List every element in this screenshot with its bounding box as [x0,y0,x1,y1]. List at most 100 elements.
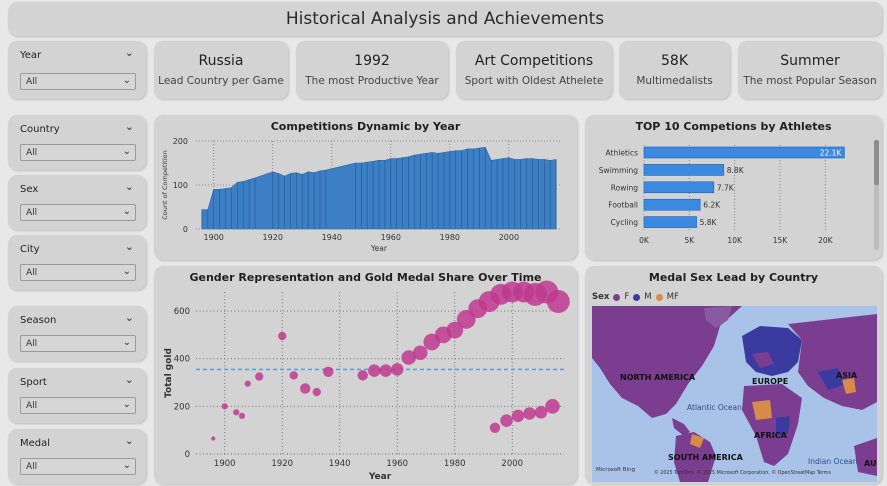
map-attribution[interactable]: © 2025 TomTom, © 2025 Microsoft Corporat… [654,469,831,476]
land-africa-m [776,416,790,436]
slicer-dropdown[interactable]: All ⌄ [20,335,136,352]
category-label: Football [608,201,638,210]
kpi-label: Multimedalists [636,75,713,87]
data-label: 6.2K [703,201,721,210]
bubble[interactable] [357,370,368,381]
map-label-europe: EUROPE [752,377,788,386]
kpi-value: 58K [661,53,688,69]
kpi-value: Summer [780,53,840,69]
land-sa-mf [690,434,704,448]
x-tick-label: 1900 [214,459,236,469]
y-tick-label: 600 [174,307,190,317]
bubble[interactable] [221,403,228,410]
bubble[interactable] [545,399,560,414]
kpi-value: Art Competitions [474,53,594,69]
slicer-medal[interactable]: Medal ⌄ All ⌄ [8,429,146,484]
bubble[interactable] [391,363,404,376]
map-label-africa: AFRICA [754,431,788,440]
bubble[interactable] [238,412,246,419]
slicer-dropdown[interactable]: All ⌄ [20,264,136,281]
land-africa-mf [752,400,772,420]
slicer-value: All [26,208,38,218]
legend-dot-m [633,293,641,301]
x-tick-label: 15K [773,236,789,245]
bubble[interactable] [233,409,240,416]
x-tick-label: 1900 [204,233,224,242]
bubble[interactable] [546,290,570,314]
slicer-season[interactable]: Season ⌄ All ⌄ [8,306,146,361]
scrollbar[interactable] [874,140,879,250]
slicer-dropdown[interactable]: All ⌄ [20,73,136,90]
slicer-dropdown[interactable]: All ⌄ [20,458,136,475]
bar[interactable] [643,216,697,228]
competitions-dynamic-panel: Competitions Dynamic by Year 1900 1920 194… [154,115,577,260]
slicer-dropdown[interactable]: All ⌄ [20,397,136,414]
chart-title: Competitions Dynamic by Year [270,120,461,133]
chevron-down-icon[interactable]: ⌄ [124,240,134,253]
legend-label: M [644,292,652,302]
chart-title: Gender Representation and Gold Medal Sha… [189,271,542,284]
slicer-country[interactable]: Country ⌄ All ⌄ [8,115,146,170]
bubble[interactable] [379,364,393,377]
world-map[interactable]: NORTH AMERICA EUROPE ASIA AFRICA SOUTH A… [592,306,877,482]
legend-dot-f [613,293,621,301]
bubble[interactable] [323,366,334,378]
bubble[interactable] [534,406,548,419]
bubble[interactable] [489,422,501,433]
slicer-value: All [26,148,38,158]
bubble[interactable] [244,380,251,387]
chevron-down-icon[interactable]: ⌄ [124,373,134,386]
map-label-atlantic: Atlantic Ocean [687,403,742,412]
slicer-dropdown[interactable]: All ⌄ [20,204,136,221]
scrollbar-thumb[interactable] [874,140,879,185]
x-tick-label: 1940 [322,233,342,242]
bubble[interactable] [312,387,321,397]
kpi-popular-season: Summer The most Popular Season [738,41,882,99]
chevron-down-icon: ⌄ [122,266,131,277]
slicer-label: Country [20,124,60,135]
kpi-label: The most Productive Year [305,75,439,87]
land-north-america [592,306,742,418]
slicer-dropdown[interactable]: All ⌄ [20,144,136,161]
bubble[interactable] [300,383,311,394]
bar[interactable] [643,164,725,176]
land-europe-f [752,352,774,368]
bar[interactable] [643,181,715,194]
data-label: 22.1K [820,149,843,158]
x-tick-label: 1980 [444,459,466,469]
bubble[interactable] [211,436,216,441]
chevron-down-icon[interactable]: ⌄ [124,120,134,133]
bubble[interactable] [446,321,464,339]
slicer-label: Season [20,315,57,326]
slicer-sport[interactable]: Sport ⌄ All ⌄ [8,368,146,423]
slicer-city[interactable]: City ⌄ All ⌄ [8,235,146,290]
kpi-multimedalists: 58K Multimedalists [619,41,730,99]
bubble[interactable] [401,350,417,365]
bubble[interactable] [412,345,428,361]
bubble[interactable] [523,407,536,420]
category-label: Swimming [599,166,638,175]
bubble[interactable] [368,364,381,377]
chevron-down-icon[interactable]: ⌄ [124,46,134,59]
slicer-year[interactable]: Year ⌄ All ⌄ [8,41,146,99]
bar[interactable] [643,146,845,159]
chevron-down-icon[interactable]: ⌄ [124,311,134,324]
slicer-label: Year [20,50,42,61]
bubble[interactable] [500,414,513,427]
slicer-value: All [26,77,38,87]
x-tick-label: 1940 [329,459,351,469]
slicer-sex[interactable]: Sex ⌄ All ⌄ [8,175,146,230]
chevron-down-icon[interactable]: ⌄ [124,180,134,193]
bubble[interactable] [289,371,298,380]
y-tick-label: 100 [173,181,188,190]
legend-label: F [624,292,630,302]
bar[interactable] [643,198,701,211]
kpi-value: 1992 [354,53,390,69]
bubble[interactable] [278,331,287,341]
bubble[interactable] [511,409,525,423]
land-asia-m [818,368,846,390]
map-label-aus: AUS [864,459,877,468]
chevron-down-icon[interactable]: ⌄ [124,434,134,447]
chevron-down-icon: ⌄ [122,460,131,471]
bubble[interactable] [255,372,264,381]
